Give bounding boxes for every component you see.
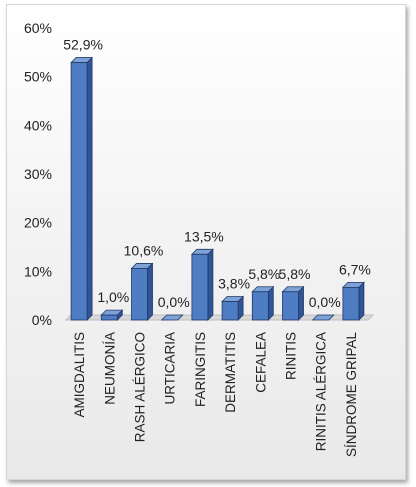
y-tick-label: 0%	[32, 312, 52, 328]
data-label: 52,9%	[63, 37, 103, 53]
category-label: AMIGDALITIS	[72, 332, 87, 418]
bar-side	[207, 248, 214, 321]
y-tick-label: 50%	[24, 69, 52, 85]
data-label: 5,8%	[248, 266, 280, 282]
bar-side	[267, 285, 274, 321]
data-label: 5,8%	[279, 266, 311, 282]
data-label: 3,8%	[218, 276, 250, 292]
bar-side	[147, 262, 153, 321]
category-label: FARINGITIS	[193, 332, 208, 407]
y-tick-label: 30%	[24, 166, 52, 182]
y-tick-label: 40%	[24, 117, 52, 133]
bar-side	[86, 56, 93, 321]
y-tick-label: 20%	[24, 215, 52, 231]
category-label: RINITIS	[284, 332, 299, 380]
bar	[251, 291, 269, 321]
bar	[342, 286, 360, 321]
bar	[100, 314, 118, 321]
bar	[70, 62, 88, 321]
category-label: RASH ALÉRGICO	[133, 332, 148, 442]
data-label: 0,0%	[309, 294, 341, 310]
category-label: URTICARIA	[163, 332, 178, 405]
bar	[191, 253, 209, 321]
data-label: 0,0%	[158, 294, 190, 310]
category-label: RINITIS ALÉRGICA	[314, 332, 329, 451]
bar	[221, 301, 239, 321]
bar	[131, 268, 148, 321]
data-label: 13,5%	[184, 228, 224, 244]
bar-top	[311, 314, 335, 321]
bar-side	[358, 281, 365, 321]
y-tick-label: 60%	[24, 20, 52, 36]
data-label: 1,0%	[97, 289, 129, 305]
bar-side	[298, 285, 304, 321]
category-label: CEFALEA	[253, 332, 268, 393]
y-tick-label: 10%	[24, 263, 52, 279]
bar-top	[160, 314, 184, 321]
category-label: SÍNDROME GRIPAL	[344, 332, 359, 458]
category-label: DERMATITIS	[223, 332, 238, 413]
data-label: 10,6%	[124, 242, 164, 258]
category-label: NEUMONÍA	[102, 332, 117, 405]
data-label: 6,7%	[339, 261, 371, 277]
bar	[282, 291, 299, 321]
